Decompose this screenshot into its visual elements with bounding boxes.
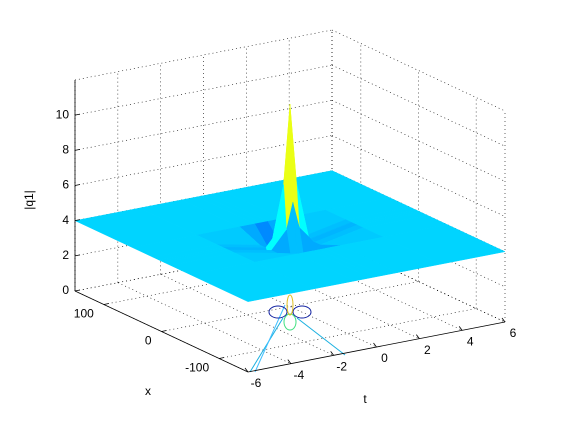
tick-mark bbox=[74, 184, 81, 186]
contour-line bbox=[254, 304, 286, 373]
z-axis-label: |q1| bbox=[22, 190, 36, 210]
y-tick-label: 0 bbox=[145, 334, 152, 348]
contour-line bbox=[286, 294, 294, 316]
x-tick-label: 2 bbox=[424, 343, 431, 357]
tick-mark bbox=[74, 148, 81, 151]
tick-mark bbox=[458, 326, 463, 331]
tick-mark bbox=[416, 334, 420, 339]
tick-mark bbox=[74, 254, 81, 257]
tick-mark bbox=[74, 113, 81, 116]
z-tick-label: 6 bbox=[62, 178, 69, 192]
tick-mark bbox=[501, 317, 506, 323]
y-axis-label: x bbox=[145, 384, 151, 398]
x-tick-label: -2 bbox=[336, 360, 347, 374]
surface bbox=[74, 104, 506, 302]
contour-line bbox=[268, 305, 288, 319]
z-tick-label: 2 bbox=[62, 248, 69, 262]
x-axis-label: t bbox=[363, 392, 367, 406]
x-tick-label: 0 bbox=[381, 351, 388, 365]
contour-line bbox=[296, 317, 346, 356]
y-tick-label: 100 bbox=[74, 307, 94, 321]
z-tick-label: 8 bbox=[62, 143, 69, 157]
z-tick-label: 4 bbox=[62, 213, 69, 227]
tick-mark bbox=[287, 359, 292, 364]
axes: 0 2 4 6 8 10 -6 -4 -2 0 2 4 6 -100 0 100 bbox=[56, 80, 517, 390]
tick-mark bbox=[103, 303, 109, 305]
contour-projection bbox=[249, 294, 346, 373]
tick-mark bbox=[244, 367, 249, 373]
contour-line bbox=[283, 313, 297, 331]
tick-mark bbox=[161, 330, 167, 332]
z-tick-label: 10 bbox=[56, 107, 70, 121]
x-tick-label: -6 bbox=[251, 376, 262, 390]
tick-mark bbox=[74, 219, 81, 222]
tick-mark bbox=[330, 351, 334, 356]
contour-line bbox=[292, 305, 312, 319]
x-tick-label: 4 bbox=[467, 335, 474, 349]
x-tick-label: 6 bbox=[510, 326, 517, 340]
tick-mark bbox=[74, 289, 81, 292]
x-tick-label: -4 bbox=[293, 368, 304, 382]
tick-mark bbox=[373, 342, 377, 348]
contour-line bbox=[249, 317, 284, 373]
z-tick-label: 0 bbox=[62, 283, 69, 297]
surface-patch bbox=[189, 261, 314, 302]
tick-mark bbox=[219, 357, 225, 359]
y-tick-label: -100 bbox=[185, 361, 209, 375]
